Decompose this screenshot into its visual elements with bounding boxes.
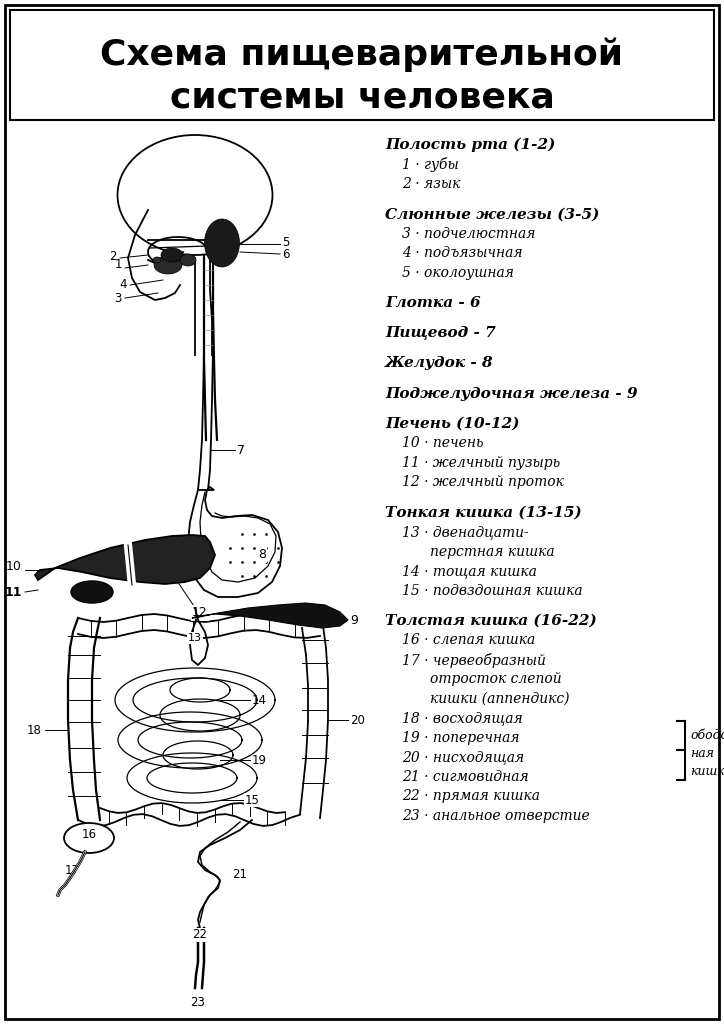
Text: Печень (10-12): Печень (10-12) (385, 417, 520, 431)
Text: 19: 19 (252, 754, 267, 767)
Text: 14 · тощая кишка: 14 · тощая кишка (402, 564, 537, 579)
Text: 9: 9 (350, 613, 358, 627)
Text: Поджелудочная железа - 9: Поджелудочная железа - 9 (385, 387, 638, 400)
Text: 18 · восходящая: 18 · восходящая (402, 712, 523, 725)
Text: 22: 22 (193, 929, 208, 941)
Text: 13 · двенадцати-: 13 · двенадцати- (402, 525, 529, 539)
Text: Толстая кишка (16-22): Толстая кишка (16-22) (385, 613, 597, 628)
Text: системы человека: системы человека (169, 81, 555, 115)
Text: 16: 16 (82, 828, 96, 842)
Text: 10: 10 (6, 560, 22, 573)
Text: Глотка - 6: Глотка - 6 (385, 296, 481, 310)
Ellipse shape (64, 823, 114, 853)
Text: 1 · губы: 1 · губы (402, 158, 459, 172)
Text: 12 · желчный проток: 12 · желчный проток (402, 475, 564, 489)
Text: Тонкая кишка (13-15): Тонкая кишка (13-15) (385, 506, 582, 519)
Polygon shape (35, 535, 215, 584)
Text: Схема пищеварительной: Схема пищеварительной (101, 38, 623, 73)
Text: 10 · печень: 10 · печень (402, 436, 484, 451)
Text: 3 · подчелюстная: 3 · подчелюстная (402, 226, 536, 241)
Text: ная: ная (690, 748, 714, 760)
Text: 20 · нисходящая: 20 · нисходящая (402, 751, 524, 764)
Text: кишки (аппендикс): кишки (аппендикс) (430, 692, 570, 706)
Text: 20: 20 (350, 714, 365, 726)
Text: 22 · прямая кишка: 22 · прямая кишка (402, 790, 540, 803)
Text: 17 · червеобразный: 17 · червеобразный (402, 653, 546, 668)
Text: 11: 11 (4, 586, 22, 598)
Text: 8: 8 (258, 549, 266, 561)
Text: 4: 4 (119, 279, 127, 292)
Text: 19 · поперечная: 19 · поперечная (402, 731, 520, 744)
Text: Желудок - 8: Желудок - 8 (385, 356, 494, 371)
Text: Пищевод - 7: Пищевод - 7 (385, 327, 496, 340)
Ellipse shape (180, 254, 196, 266)
Polygon shape (192, 603, 348, 628)
Text: 2 · язык: 2 · язык (402, 177, 460, 191)
Text: 3: 3 (114, 292, 122, 304)
Text: 17: 17 (64, 863, 80, 877)
Text: 21 · сигмовидная: 21 · сигмовидная (402, 770, 529, 783)
Text: 11 · желчный пузырь: 11 · желчный пузырь (402, 456, 560, 470)
Polygon shape (188, 487, 282, 597)
Text: 23 · анальное отверстие: 23 · анальное отверстие (402, 809, 590, 823)
Text: 6: 6 (282, 248, 290, 260)
Text: кишка: кишка (690, 765, 724, 778)
Text: 4 · подъязычная: 4 · подъязычная (402, 246, 523, 260)
Ellipse shape (154, 256, 182, 274)
Text: перстная кишка: перстная кишка (430, 545, 555, 558)
Ellipse shape (71, 581, 113, 603)
Text: 15 · подвздошная кишка: 15 · подвздошная кишка (402, 584, 583, 598)
Text: отросток слепой: отросток слепой (430, 673, 562, 686)
Bar (10, 10, 714, 120)
Text: 23: 23 (190, 995, 206, 1009)
Text: 5 · околоушная: 5 · околоушная (402, 265, 514, 280)
Ellipse shape (161, 248, 183, 262)
Text: 14: 14 (252, 693, 267, 707)
Text: Слюнные железы (3-5): Слюнные железы (3-5) (385, 207, 599, 221)
Text: 2: 2 (109, 250, 117, 262)
Text: 12: 12 (192, 606, 208, 620)
Text: Полость рта (1-2): Полость рта (1-2) (385, 138, 555, 153)
Ellipse shape (153, 257, 161, 263)
Text: ободоч-: ободоч- (690, 729, 724, 742)
Ellipse shape (117, 135, 272, 255)
Text: 16 · слепая кишка: 16 · слепая кишка (402, 633, 535, 647)
Ellipse shape (204, 219, 240, 267)
Text: 18: 18 (27, 724, 42, 736)
Text: 21: 21 (232, 868, 248, 882)
Text: 15: 15 (245, 794, 259, 807)
Text: 5: 5 (282, 236, 290, 249)
Text: 7: 7 (237, 443, 245, 457)
Text: 13: 13 (188, 633, 202, 643)
Text: 1: 1 (114, 258, 122, 271)
